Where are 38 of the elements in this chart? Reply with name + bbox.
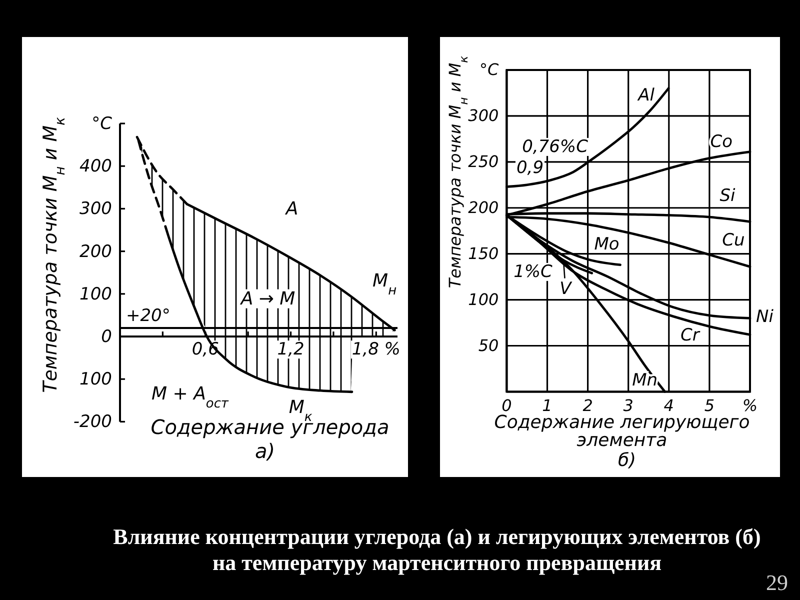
y-tick-label: 300 [468, 106, 499, 126]
y-tick-label: 150 [468, 244, 499, 263]
text: а) [254, 439, 276, 463]
y-tick-label: 200 [80, 242, 112, 262]
y-tick-label: °C [92, 114, 112, 134]
annotation: А → М [240, 288, 296, 310]
text: Влияние концентрации углерода (а) и легирующих элементов (б) [113, 524, 761, 549]
y-tick-label: 100 [80, 284, 112, 304]
y-tick-label: 50 [478, 336, 499, 355]
series-label: Al [637, 85, 655, 106]
y-tick-label: 0 [101, 326, 112, 347]
text: на температуру мартенситного превращения [212, 550, 662, 575]
annotation: 0,9 [516, 158, 544, 178]
y-tick-label: 250 [468, 152, 499, 172]
series-label: Cr [680, 325, 700, 346]
annotation: М + А$_{ост}$ [152, 383, 229, 411]
series-label: Mn [632, 370, 658, 391]
annotation: А [284, 198, 298, 220]
legend-label: V [560, 279, 573, 300]
series-label: Co [710, 132, 733, 152]
y-tick-label: -200 [73, 412, 112, 432]
y-tick-label: 400 [80, 156, 112, 177]
series-label: М$_{н}$ [372, 270, 397, 298]
y-tick-label: 100 [468, 290, 499, 309]
y-tick-label: °C [480, 60, 500, 80]
series-label: Mo [594, 234, 620, 254]
series-label: Ni [756, 307, 774, 328]
y-tick-label: 100 [80, 370, 112, 390]
x-tick-label: 1,2 [277, 340, 304, 360]
annotation: 1%C [514, 262, 553, 282]
text: 29 [766, 570, 788, 595]
series-label: Cu [722, 230, 745, 251]
series-label: Si [720, 186, 736, 206]
ref-line-label: +20° [126, 306, 170, 326]
y-tick-label: 300 [80, 199, 112, 220]
annotation: 0,76%C [522, 136, 588, 157]
text: б) [618, 450, 636, 471]
x-tick-label: 1,8 % [352, 340, 400, 360]
